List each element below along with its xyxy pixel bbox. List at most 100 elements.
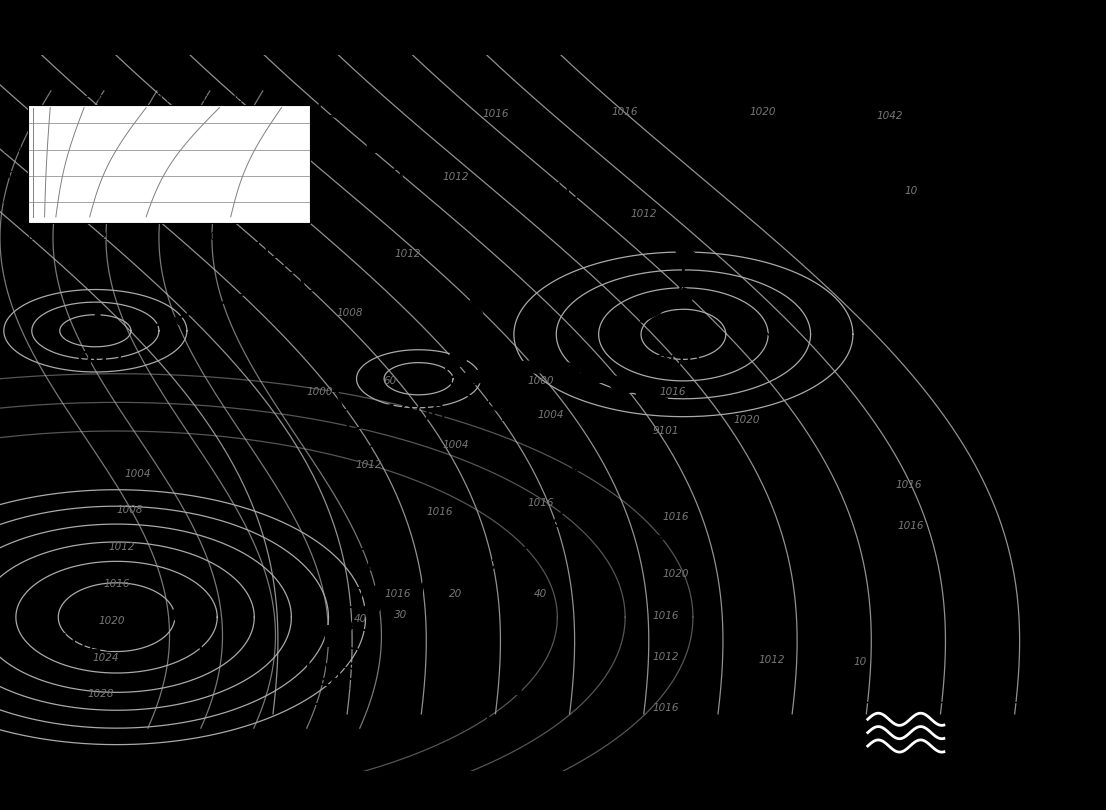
Polygon shape: [512, 548, 531, 562]
Text: 1011: 1011: [299, 661, 363, 685]
Text: 1020: 1020: [733, 416, 760, 425]
Text: L: L: [406, 366, 425, 395]
Polygon shape: [529, 535, 551, 547]
Text: 60: 60: [384, 376, 397, 386]
Polygon shape: [347, 607, 375, 612]
Polygon shape: [674, 278, 700, 279]
Polygon shape: [469, 284, 490, 306]
Text: 20: 20: [449, 589, 462, 599]
Polygon shape: [525, 415, 541, 430]
Polygon shape: [327, 665, 355, 669]
Polygon shape: [637, 386, 668, 404]
Text: 1016: 1016: [384, 589, 410, 599]
Text: 1016: 1016: [427, 507, 453, 517]
Text: 80: 80: [28, 232, 40, 242]
Polygon shape: [334, 646, 362, 650]
Polygon shape: [591, 169, 613, 179]
Polygon shape: [458, 384, 476, 398]
Title: in kt for 4.0 hPa intervals: in kt for 4.0 hPa intervals: [94, 92, 243, 105]
Text: H: H: [1000, 374, 1023, 402]
Text: 1016: 1016: [653, 703, 679, 713]
Text: 1020: 1020: [638, 353, 701, 377]
Text: 1012: 1012: [442, 172, 469, 181]
Text: 1029: 1029: [55, 633, 118, 656]
Text: H: H: [74, 595, 100, 625]
Text: 10: 10: [905, 186, 918, 196]
Polygon shape: [293, 173, 322, 175]
Polygon shape: [307, 113, 335, 117]
Polygon shape: [302, 133, 331, 136]
Polygon shape: [453, 326, 474, 348]
Polygon shape: [279, 241, 302, 263]
Polygon shape: [167, 308, 179, 325]
Polygon shape: [354, 587, 382, 591]
Polygon shape: [626, 201, 647, 212]
Text: 1000: 1000: [528, 376, 554, 386]
Polygon shape: [173, 605, 191, 625]
Text: 1042: 1042: [877, 111, 904, 121]
Text: 40: 40: [354, 614, 367, 625]
Text: 1016: 1016: [898, 521, 925, 531]
Polygon shape: [364, 601, 384, 620]
Polygon shape: [492, 560, 509, 575]
Polygon shape: [480, 394, 495, 410]
Polygon shape: [346, 446, 374, 450]
Polygon shape: [565, 470, 592, 471]
Polygon shape: [641, 213, 667, 232]
Polygon shape: [669, 288, 692, 308]
Polygon shape: [446, 346, 467, 369]
Text: 60N: 60N: [2, 145, 22, 155]
Text: 1012: 1012: [355, 459, 382, 470]
Polygon shape: [520, 361, 554, 373]
Text: H: H: [498, 672, 523, 701]
Text: metoffice.gov: metoffice.gov: [969, 735, 1042, 745]
Polygon shape: [290, 270, 319, 273]
Text: 1008: 1008: [336, 308, 363, 318]
Text: 9101: 9101: [653, 426, 679, 436]
Polygon shape: [352, 466, 379, 470]
Text: 10: 10: [998, 181, 1026, 201]
Polygon shape: [582, 366, 614, 382]
Text: 1012: 1012: [630, 209, 657, 219]
Polygon shape: [357, 486, 385, 489]
Polygon shape: [341, 626, 368, 631]
Polygon shape: [564, 488, 589, 492]
Text: L: L: [91, 313, 111, 342]
Text: 1020: 1020: [98, 616, 125, 626]
Text: 1000: 1000: [306, 386, 333, 397]
Polygon shape: [315, 704, 343, 708]
Text: 30: 30: [394, 610, 407, 620]
Text: 1000: 1000: [384, 403, 447, 427]
Text: L: L: [571, 144, 591, 173]
Text: 1004: 1004: [442, 441, 469, 450]
Text: 10: 10: [854, 657, 867, 667]
Text: 40: 40: [55, 89, 67, 100]
Text: 1012: 1012: [758, 655, 784, 665]
Text: 1011: 1011: [549, 181, 613, 205]
Polygon shape: [241, 275, 270, 294]
Polygon shape: [290, 192, 317, 195]
Polygon shape: [298, 152, 326, 156]
Text: 1004: 1004: [125, 469, 152, 479]
Polygon shape: [286, 251, 314, 253]
Polygon shape: [544, 521, 567, 531]
Text: 1016: 1016: [612, 108, 638, 117]
Polygon shape: [326, 388, 355, 392]
Text: 992: 992: [76, 350, 125, 373]
Polygon shape: [285, 230, 313, 233]
Text: 1016: 1016: [482, 109, 509, 119]
Polygon shape: [447, 577, 456, 595]
Text: 1024: 1024: [93, 653, 119, 663]
Polygon shape: [545, 429, 565, 442]
Polygon shape: [222, 289, 237, 305]
Polygon shape: [286, 212, 314, 214]
Text: 50N: 50N: [2, 171, 22, 181]
Text: 25: 25: [101, 232, 113, 242]
Text: 1016: 1016: [896, 480, 922, 490]
Polygon shape: [333, 407, 361, 411]
Text: 1028: 1028: [87, 688, 114, 699]
Text: 1016: 1016: [662, 512, 689, 522]
Text: L: L: [321, 625, 341, 653]
Polygon shape: [322, 684, 349, 688]
Polygon shape: [187, 298, 219, 314]
